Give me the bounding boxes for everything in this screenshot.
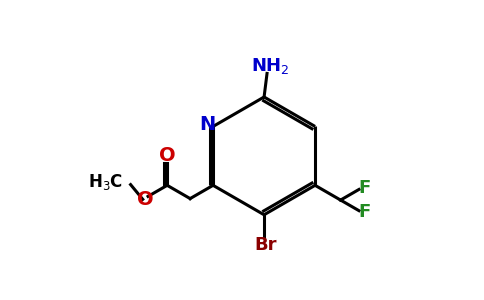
Text: F: F [358, 203, 370, 221]
Text: N: N [200, 115, 216, 134]
Text: H$_3$C: H$_3$C [88, 172, 123, 192]
Text: O: O [137, 190, 154, 209]
Text: F: F [358, 179, 370, 197]
Text: NH$_2$: NH$_2$ [251, 56, 289, 76]
Text: O: O [159, 146, 176, 165]
Text: Br: Br [254, 236, 277, 254]
